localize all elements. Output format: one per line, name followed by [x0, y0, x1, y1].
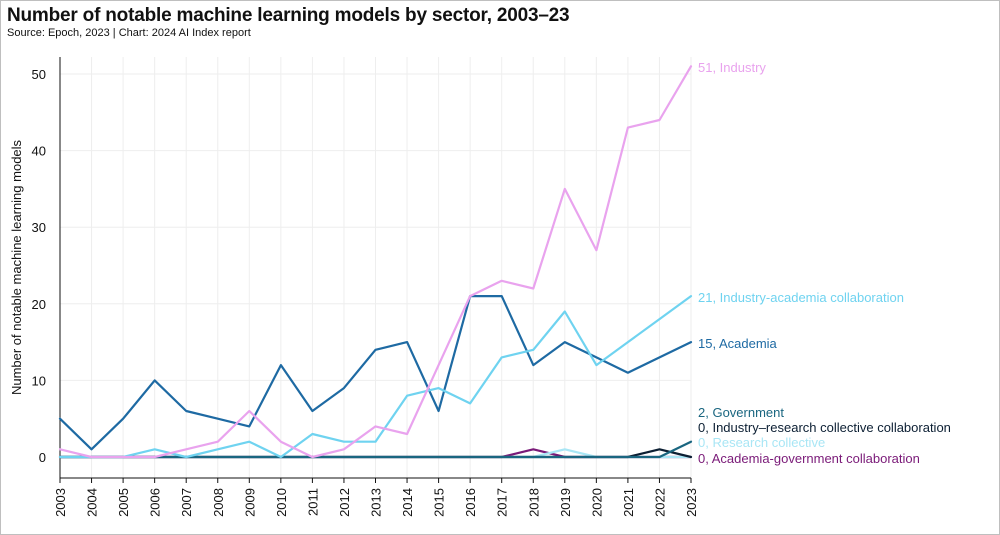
x-tick-label: 2014: [400, 488, 415, 517]
series-line: [58, 440, 693, 459]
series-line: [58, 65, 693, 459]
x-tick-label: 2013: [369, 488, 384, 517]
x-tick-label: 2010: [274, 488, 289, 517]
series-end-label: 15, Academia: [698, 336, 778, 351]
x-tick-label: 2005: [116, 488, 131, 517]
series-end-label: 0, Research collective: [698, 435, 825, 450]
x-tick-label: 2006: [148, 488, 163, 517]
series-end-label: 21, Industry-academia collaboration: [698, 290, 904, 305]
chart-subtitle: Source: Epoch, 2023 | Chart: 2024 AI Ind…: [7, 27, 251, 39]
series-line: [58, 295, 693, 459]
y-tick-label: 10: [32, 373, 46, 388]
x-tick-label: 2007: [179, 488, 194, 517]
x-tick-label: 2017: [495, 488, 510, 517]
x-tick-label: 2020: [589, 488, 604, 517]
y-tick-label: 20: [32, 297, 46, 312]
series-end-label: 0, Academia-government collaboration: [698, 451, 920, 466]
x-tick-label: 2012: [337, 488, 352, 517]
y-tick-label: 30: [32, 220, 46, 235]
y-tick-label: 50: [32, 67, 46, 82]
x-tick-label: 2016: [463, 488, 478, 517]
x-tick-label: 2009: [242, 488, 257, 517]
series-end-labels: 51, Industry 21, Industry-academia collab…: [698, 60, 951, 466]
axes: 0 10 20 30 40 50 2003 2004 2005 2006 2007 2008 2009 2…: [32, 57, 699, 517]
x-tick-label: 2003: [53, 488, 68, 517]
x-tick-label: 2022: [652, 488, 667, 517]
x-tick-label: 2004: [85, 488, 100, 517]
x-tick-label: 2023: [684, 488, 699, 517]
x-tick-label: 2011: [305, 488, 320, 516]
y-tick-label: 40: [32, 144, 46, 159]
y-axis-label: Number of notable machine learning model…: [9, 139, 24, 395]
x-tick-label: 2008: [211, 488, 226, 517]
chart-title: Number of notable machine learning model…: [7, 5, 570, 26]
gridlines: [59, 57, 692, 478]
series-line: [58, 295, 693, 451]
x-tick-label: 2015: [432, 488, 447, 517]
series-end-label: 0, Industry–research collective collabor…: [698, 420, 951, 435]
series-lines: [58, 65, 693, 459]
y-tick-label: 0: [39, 450, 46, 465]
x-tick-label: 2018: [526, 488, 541, 517]
series-end-label: 2, Government: [698, 405, 784, 420]
series-end-label: 51, Industry: [698, 60, 766, 75]
x-tick-label: 2019: [558, 488, 573, 517]
x-tick-label: 2021: [621, 488, 636, 517]
